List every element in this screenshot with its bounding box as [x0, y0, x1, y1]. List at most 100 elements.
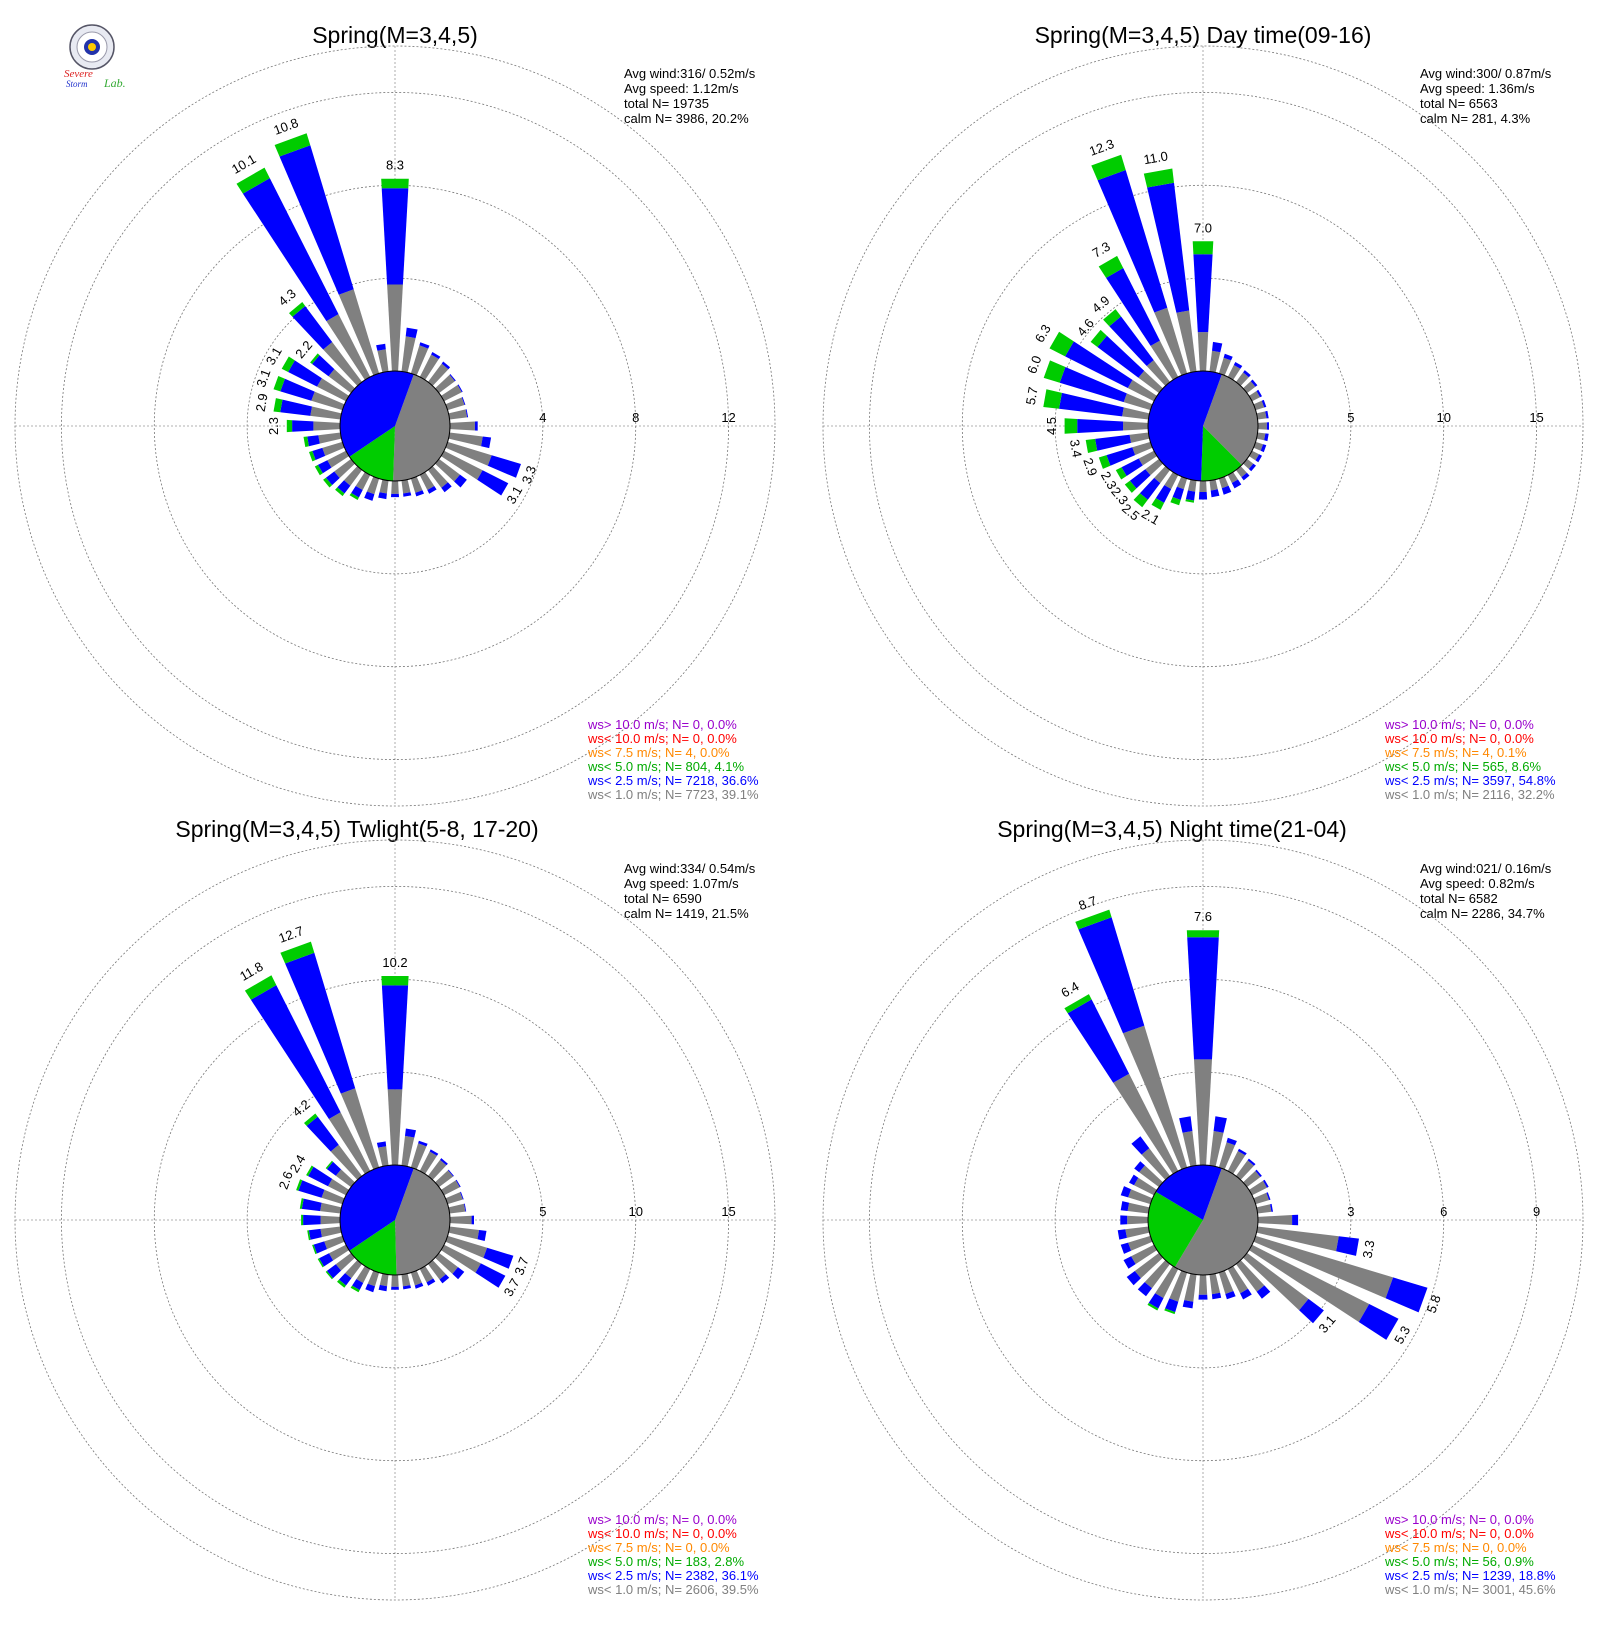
bar-segment	[1131, 1136, 1150, 1155]
avg-wind: Avg wind:316/ 0.52m/s	[624, 66, 756, 81]
legend-entry: ws< 7.5 m/s; N= 4, 0.0%	[587, 745, 730, 760]
ring-label: 15	[721, 1204, 735, 1219]
bar-segment	[319, 1253, 334, 1267]
bar-segment	[419, 1266, 434, 1283]
bar-segment	[1227, 1266, 1248, 1294]
panel-spring-all: Spring(M=3,4,5) Avg wind:316/ 0.52m/s Av…	[14, 22, 776, 807]
bar-segment	[303, 436, 309, 447]
legend-entry: ws< 5.0 m/s; N= 565, 8.6%	[1384, 759, 1542, 774]
legend-entry: ws< 2.5 m/s; N= 3597, 54.8%	[1384, 773, 1556, 788]
bar-segment	[1187, 479, 1197, 492]
bar-segment	[1121, 458, 1143, 476]
bar-segment	[1064, 994, 1092, 1014]
bar-segment	[419, 354, 439, 380]
bar-segment	[387, 284, 403, 372]
bar-segment	[1218, 357, 1232, 376]
bar-segment	[410, 476, 423, 493]
bar-segment	[418, 1140, 428, 1147]
bar-label: 10.8	[271, 115, 300, 138]
bar-segment	[349, 493, 359, 500]
ring-label: 9	[1533, 1204, 1540, 1219]
bar-segment	[1184, 1273, 1197, 1302]
bar-segment	[356, 1266, 371, 1283]
bar-segment	[310, 353, 320, 364]
bar-segment	[328, 1112, 371, 1174]
bar-segment	[1256, 1226, 1339, 1252]
bar-segment	[312, 355, 335, 377]
bar-segment	[1143, 168, 1174, 188]
stats-block: Avg wind:316/ 0.52m/s Avg speed: 1.12m/s…	[624, 66, 756, 126]
bar-segment	[1097, 170, 1168, 313]
bar-segment	[1235, 372, 1249, 386]
bar-label: 7.6	[1194, 909, 1212, 924]
bar-segment	[1243, 370, 1251, 378]
bar-label: 4.9	[1089, 293, 1112, 316]
bar-segment	[1209, 1273, 1221, 1295]
bar-segment	[460, 1191, 464, 1200]
bar-segment	[355, 472, 371, 490]
bar-segment	[335, 1252, 355, 1271]
bar-segment	[313, 421, 341, 431]
ring-label: 4	[539, 410, 546, 425]
bar-segment	[1211, 1292, 1222, 1300]
bar-segment	[273, 376, 285, 392]
ring-label: 10	[628, 1204, 642, 1219]
bar-segment	[1115, 467, 1127, 480]
bar-segment	[381, 178, 409, 189]
bar-segment	[321, 1189, 345, 1205]
bar-segment	[1213, 1116, 1227, 1133]
bar-segment	[426, 1278, 436, 1286]
bar-segment	[379, 479, 389, 494]
bar-segment	[281, 356, 295, 372]
bar-segment	[435, 1170, 454, 1188]
bar-segment	[1120, 1215, 1128, 1225]
bar-segment	[307, 435, 320, 447]
logo-text-lab: Lab.	[103, 76, 126, 90]
bar-segment	[1113, 1073, 1179, 1174]
bar-segment	[326, 1264, 342, 1279]
avg-speed: Avg speed: 1.36m/s	[1420, 81, 1535, 96]
bar-segment	[441, 361, 451, 370]
avg-wind: Avg wind:021/ 0.16m/s	[1420, 861, 1552, 876]
bar-segment	[477, 1230, 487, 1241]
calm-circle	[339, 370, 451, 482]
legend-entry: ws< 5.0 m/s; N= 56, 0.9%	[1384, 1554, 1534, 1569]
bar-label: 3.3	[1360, 1239, 1378, 1259]
avg-speed: Avg speed: 1.12m/s	[624, 81, 739, 96]
bar-segment	[1059, 367, 1127, 403]
legend: ws> 10.0 m/s; N= 0, 0.0% ws< 10.0 m/s; N…	[587, 1512, 759, 1597]
bar-segment	[337, 480, 351, 494]
bar-segment	[1139, 1165, 1163, 1188]
bar-segment	[312, 447, 326, 460]
bar-segment	[1336, 1236, 1359, 1256]
bar-segment	[448, 409, 468, 420]
bar-segment	[312, 1244, 317, 1255]
bar-segment	[1134, 1177, 1157, 1196]
bar-segment	[1151, 498, 1165, 510]
bar-segment	[335, 487, 345, 497]
bar-segment	[298, 1180, 325, 1198]
bar-segment	[1225, 1291, 1236, 1300]
bar-segment	[410, 1143, 427, 1170]
bar-segment	[329, 1244, 349, 1261]
panel-spring-twilight: Spring(M=3,4,5) Twlight(5-8, 17-20) Avg …	[14, 816, 776, 1601]
bar-segment	[471, 1215, 474, 1225]
bar-label: 2.9	[253, 392, 271, 412]
bar-segment	[340, 1088, 380, 1170]
bar-segment	[376, 343, 386, 351]
bar-segment	[1075, 909, 1112, 930]
bar-label: 12.3	[1087, 136, 1116, 159]
bar-label: 5.7	[1023, 386, 1041, 406]
legend-entry: ws> 10.0 m/s; N= 0, 0.0%	[1384, 1512, 1534, 1527]
ring-label: 15	[1529, 410, 1543, 425]
bar-label: 5.8	[1424, 1293, 1444, 1315]
bar-segment	[325, 1270, 333, 1280]
bar-segment	[1059, 392, 1124, 417]
bar-segment	[1123, 421, 1149, 431]
bar-segment	[1218, 1270, 1234, 1294]
total-n: total N= 6590	[624, 891, 702, 906]
calm-sector-lt5	[349, 1220, 397, 1276]
bar-segment	[1077, 419, 1124, 433]
bar-segment	[326, 1161, 342, 1176]
bar-segment	[415, 490, 424, 497]
